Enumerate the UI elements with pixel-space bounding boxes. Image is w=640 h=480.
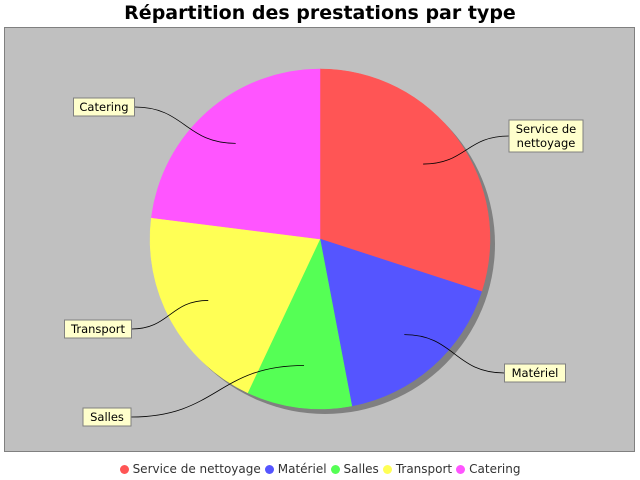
legend-swatch [264, 464, 274, 474]
slice-label-salles: Salles [82, 407, 132, 427]
legend-label: Catering [469, 462, 521, 476]
slice-label-box [64, 319, 132, 339]
slice-label-box [73, 97, 135, 117]
label-connector [404, 334, 505, 374]
slice-label-transport: Transport [64, 319, 132, 339]
legend: Service de nettoyage Matériel Salles Transp… [0, 460, 640, 478]
legend-swatch [382, 464, 392, 474]
legend-swatch [456, 464, 466, 474]
label-connector [423, 135, 510, 165]
slice-label-catering: Catering [73, 97, 135, 117]
chart-title: Répartition des prestations par type [124, 2, 516, 24]
slice-label-text: nettoyage [517, 136, 576, 150]
legend-swatch [330, 464, 340, 474]
pie-slice-service-de-nettoyage [319, 68, 491, 292]
legend-label: Matériel [277, 462, 327, 476]
slice-label-text: Service de [516, 122, 577, 136]
slice-label-text: Catering [79, 100, 128, 114]
legend-item: Matériel [264, 462, 327, 476]
legend-item: Service de nettoyage [119, 462, 261, 476]
label-connector [130, 365, 305, 418]
pie-slice-salles [247, 238, 353, 410]
plot-area: Service de nettoyage Matériel Salles Transpo… [4, 27, 635, 452]
slice-label-text: Transport [70, 322, 125, 336]
pie-slice-transport [149, 217, 321, 394]
legend-swatch [119, 464, 129, 474]
legend-label: Service de nettoyage [132, 462, 261, 476]
pie-slice-catering [151, 68, 321, 240]
slice-label-box [504, 363, 566, 383]
legend-item: Catering [456, 462, 520, 476]
legend-item: Transport [382, 462, 453, 476]
label-connector [131, 300, 209, 330]
pie-slice-mat-riel [319, 238, 482, 407]
legend-label: Transport [395, 462, 453, 476]
label-connector [134, 106, 236, 144]
legend-label: Salles [343, 462, 379, 476]
legend-item: Salles [330, 462, 379, 476]
slice-label-text: Salles [90, 410, 124, 424]
slice-label-text: Matériel [512, 366, 559, 380]
slice-label-box [508, 119, 584, 153]
slice-label-mat-riel: Matériel [504, 363, 566, 383]
slice-label-box [82, 407, 132, 427]
